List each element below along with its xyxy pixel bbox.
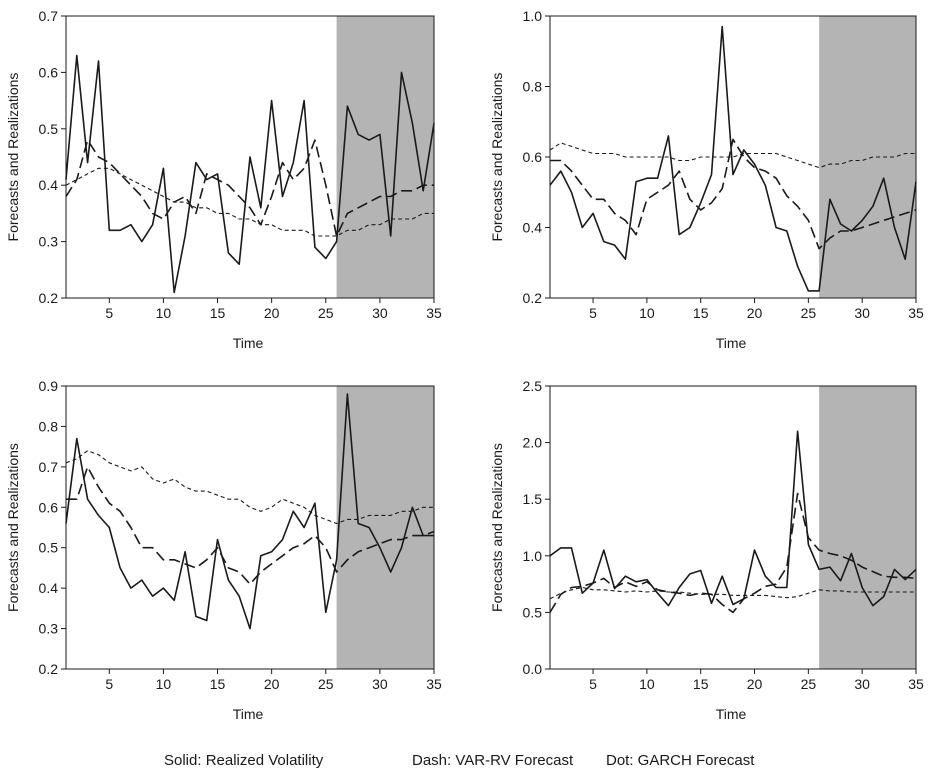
x-tick-label: 5 (589, 305, 597, 321)
x-tick-label: 5 (589, 676, 597, 692)
y-axis-label: Forecasts and Realizations (5, 443, 21, 612)
y-axis-label: Forecasts and Realizations (5, 73, 21, 242)
shaded-forecast-region (819, 16, 916, 298)
x-tick-label: 10 (156, 305, 172, 321)
chart-panel-2: 5 10 15 20 25 30 35 0.2 0.4 0.6 0.8 1.0 Time Forecast… (489, 8, 924, 351)
y-tick-label: 0.2 (39, 290, 59, 306)
x-tick-label: 25 (801, 676, 817, 692)
x-tick-label: 30 (372, 305, 388, 321)
y-tick-label: 0.2 (523, 290, 543, 306)
x-tick-label: 35 (426, 305, 442, 321)
x-tick-label: 10 (639, 305, 655, 321)
series-line-dash (65, 139, 434, 237)
y-axis-label: Forecasts and Realizations (489, 73, 505, 242)
plot-frame (65, 385, 435, 670)
plot-frame (549, 385, 917, 670)
caption-dot-label: Dot: GARCH Forecast (606, 752, 755, 769)
series-line-solid (549, 430, 917, 607)
y-tick-label: 1.0 (523, 548, 543, 564)
x-tick-label: 5 (105, 676, 113, 692)
y-tick-label: 0.4 (39, 177, 59, 193)
x-axis-label: Time (233, 335, 264, 351)
series-line-dash (549, 492, 917, 614)
y-tick-label: 0.5 (523, 604, 543, 620)
x-tick-label: 5 (105, 305, 113, 321)
y-tick-label: 2.0 (523, 435, 543, 451)
x-tick-label: 15 (693, 305, 709, 321)
x-tick-label: 35 (426, 676, 442, 692)
x-tick-label: 30 (372, 676, 388, 692)
series-line-solid (65, 393, 434, 630)
x-tick-label: 30 (854, 305, 870, 321)
y-tick-label: 0.2 (39, 661, 59, 677)
y-tick-label: 0.0 (523, 661, 543, 677)
series-line-dot (65, 167, 434, 237)
caption: Solid: Realized Volatility Dash: VAR-RV … (0, 748, 928, 772)
x-axis-label: Time (716, 706, 747, 722)
y-tick-label: 0.8 (523, 79, 543, 95)
series-line-dash (66, 466, 435, 585)
x-tick-label: 35 (908, 305, 924, 321)
x-axis-label: Time (716, 335, 747, 351)
y-tick-label: 0.6 (39, 64, 59, 80)
series-line-solid (65, 54, 435, 294)
y-tick-label: 0.7 (39, 459, 59, 475)
x-tick-label: 25 (318, 305, 334, 321)
y-tick-label: 2.5 (523, 378, 543, 394)
x-tick-label: 20 (747, 305, 763, 321)
y-tick-label: 1.0 (523, 8, 543, 24)
x-axis-label: Time (233, 706, 264, 722)
x-tick-label: 25 (801, 305, 817, 321)
caption-solid-label: Solid: Realized Volatility (164, 752, 324, 769)
x-tick-label: 15 (210, 305, 226, 321)
y-tick-label: 0.7 (39, 8, 59, 24)
x-tick-label: 15 (210, 676, 226, 692)
chart-panel-4: 5 10 15 20 25 30 35 0.0 0.5 1.0 1.5 2.0 2.5 Time Forec… (489, 378, 924, 722)
x-tick-label: 10 (639, 676, 655, 692)
y-tick-label: 0.4 (523, 220, 543, 236)
y-tick-label: 1.5 (523, 491, 543, 507)
y-tick-label: 0.3 (39, 621, 59, 637)
caption-dash-label: Dash: VAR-RV Forecast (412, 752, 574, 769)
y-tick-label: 0.9 (39, 378, 59, 394)
chart-panel-1: 5 10 15 20 25 30 35 0.2 0.3 0.4 0.5 0.6 0.7 Time Forec… (5, 8, 442, 351)
series-line-dash (550, 138, 917, 250)
shaded-forecast-region (336, 16, 434, 298)
series-line-dot (549, 586, 916, 600)
x-tick-label: 20 (747, 676, 763, 692)
x-tick-label: 20 (264, 676, 280, 692)
x-tick-label: 15 (693, 676, 709, 692)
x-tick-label: 10 (156, 676, 172, 692)
shaded-forecast-region (336, 386, 434, 669)
chart-panel-3: 5 10 15 20 25 30 35 0.2 0.3 0.4 0.5 0.6 0.7 0.8 0.9 Tim… (5, 378, 442, 722)
x-tick-label: 20 (264, 305, 280, 321)
y-tick-label: 0.5 (39, 540, 59, 556)
x-tick-label: 30 (854, 676, 870, 692)
y-tick-label: 0.6 (39, 499, 59, 515)
plot-frame (65, 15, 435, 299)
x-tick-label: 35 (908, 676, 924, 692)
figure: 5 10 15 20 25 30 35 0.2 0.3 0.4 0.5 0.6 0.7 Time Forec… (5, 8, 924, 722)
y-tick-label: 0.3 (39, 234, 59, 250)
y-tick-label: 0.5 (39, 121, 59, 137)
series-line-dot (549, 142, 916, 169)
x-tick-label: 25 (318, 676, 334, 692)
y-axis-label: Forecasts and Realizations (489, 443, 505, 612)
shaded-forecast-region (819, 386, 916, 669)
y-tick-label: 0.8 (39, 418, 59, 434)
y-tick-label: 0.6 (523, 149, 543, 165)
y-tick-label: 0.4 (39, 580, 59, 596)
series-line-solid (549, 25, 917, 292)
